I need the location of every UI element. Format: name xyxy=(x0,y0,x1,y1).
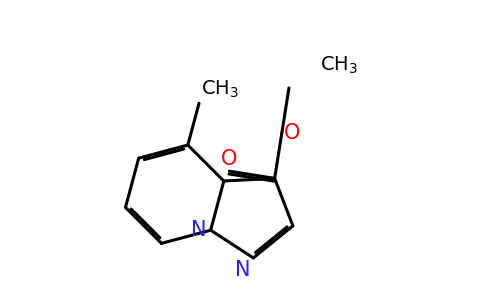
Text: O: O xyxy=(284,123,301,143)
Text: N: N xyxy=(191,220,207,240)
Text: N: N xyxy=(235,260,251,280)
Text: CH$_3$: CH$_3$ xyxy=(200,79,239,100)
Text: O: O xyxy=(221,148,238,169)
Text: CH$_3$: CH$_3$ xyxy=(320,55,358,76)
